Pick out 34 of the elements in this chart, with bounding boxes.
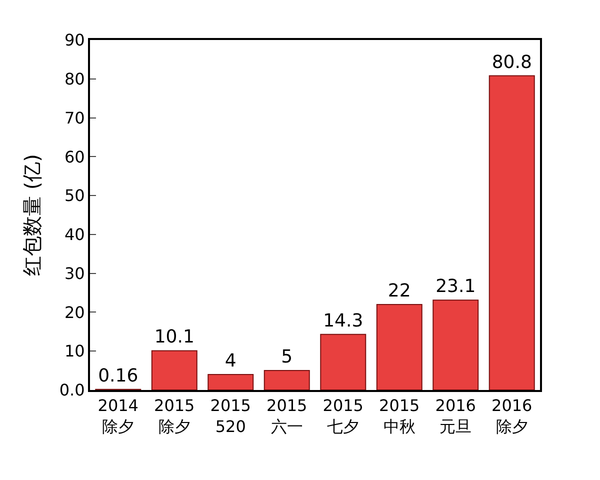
bar [151, 350, 198, 390]
data-label: 14.3 [323, 310, 364, 332]
bar [432, 300, 479, 390]
data-label: 4 [224, 350, 236, 372]
x-tick-label: 2015 520 [210, 396, 251, 436]
x-tick-label: 2015 七夕 [322, 396, 364, 436]
y-tick-label: 90 [64, 30, 85, 50]
data-label: 23.1 [436, 276, 476, 298]
bar [208, 374, 254, 390]
data-label: 22 [388, 280, 411, 302]
y-tick-label: 40 [64, 225, 85, 244]
y-tick-label: 30 [64, 264, 85, 283]
y-tick-label: 70 [64, 108, 85, 128]
y-tick-label: 60 [64, 147, 85, 166]
bar [264, 370, 310, 390]
bar [488, 75, 535, 390]
data-label: 80.8 [492, 52, 532, 73]
x-tick-label: 2015 除夕 [154, 396, 195, 436]
y-tick-label: 20 [64, 302, 85, 322]
x-tick-label: 2016 元旦 [435, 396, 476, 436]
x-tick-label: 2015 中秋 [379, 396, 420, 436]
y-axis-title: 红包数量 (亿) [20, 154, 44, 276]
bar [376, 304, 422, 390]
y-tick-label: 0.0 [59, 380, 85, 400]
data-label: 10.1 [154, 326, 194, 348]
bar [320, 334, 366, 390]
data-label: 0.16 [98, 365, 138, 386]
y-tick-label: 10 [64, 342, 85, 361]
data-label: 5 [281, 346, 293, 368]
x-tick-label: 2014 除夕 [98, 396, 138, 436]
x-tick-label: 2016 除夕 [492, 396, 532, 436]
y-tick-label: 80 [64, 69, 85, 88]
x-tick-label: 2015 六一 [266, 396, 308, 436]
y-tick-label: 50 [64, 186, 85, 206]
